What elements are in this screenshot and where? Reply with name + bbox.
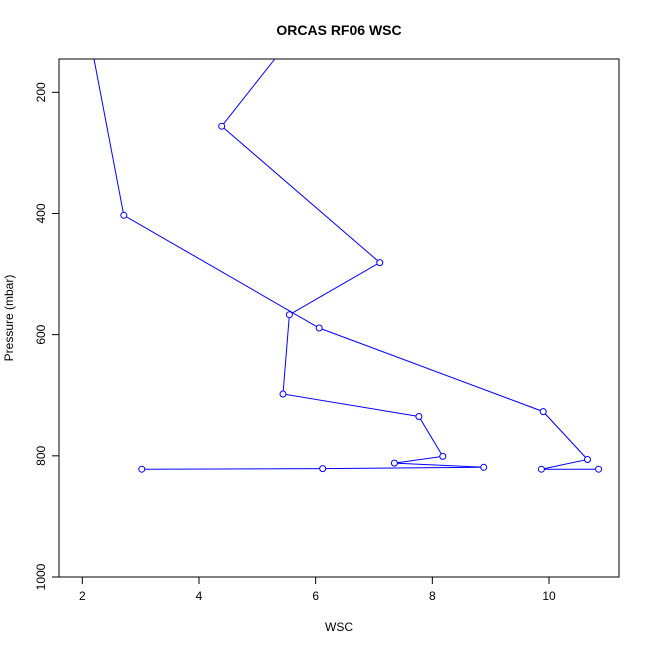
x-tick-label: 10 — [542, 589, 556, 603]
series-line-1 — [141, 58, 484, 470]
data-point — [315, 324, 323, 332]
x-tick-label: 2 — [79, 589, 86, 603]
data-point — [584, 456, 591, 463]
y-tick-label: 400 — [34, 203, 48, 223]
y-tick-label: 1000 — [34, 563, 48, 590]
y-tick-label: 600 — [34, 324, 48, 344]
x-tick-label: 4 — [196, 589, 203, 603]
x-tick-label: 8 — [429, 589, 436, 603]
series-line-2 — [93, 58, 599, 470]
data-point — [218, 122, 226, 130]
data-point — [439, 452, 447, 460]
chart-title: ORCAS RF06 WSC — [276, 22, 401, 38]
x-axis-label: WSC — [325, 620, 353, 634]
data-point — [595, 465, 603, 473]
x-axis: 2 4 6 8 10 — [79, 577, 556, 603]
y-axis-label: Pressure (mbar) — [2, 275, 16, 362]
y-tick-label: 200 — [34, 82, 48, 102]
data-point — [539, 408, 547, 416]
data-point — [537, 465, 545, 473]
data-point — [319, 465, 327, 473]
data-point — [279, 390, 287, 398]
plot-area — [93, 58, 603, 473]
data-point — [120, 211, 128, 219]
data-point — [480, 463, 488, 471]
y-axis: 200 400 600 800 1000 — [34, 82, 59, 590]
data-point — [138, 465, 146, 473]
data-point — [376, 259, 384, 267]
data-point — [415, 413, 423, 420]
data-point — [390, 459, 398, 467]
data-point — [285, 311, 293, 319]
plot-frame — [58, 58, 620, 578]
x-tick-label: 6 — [312, 589, 319, 603]
y-tick-label: 800 — [34, 445, 48, 465]
